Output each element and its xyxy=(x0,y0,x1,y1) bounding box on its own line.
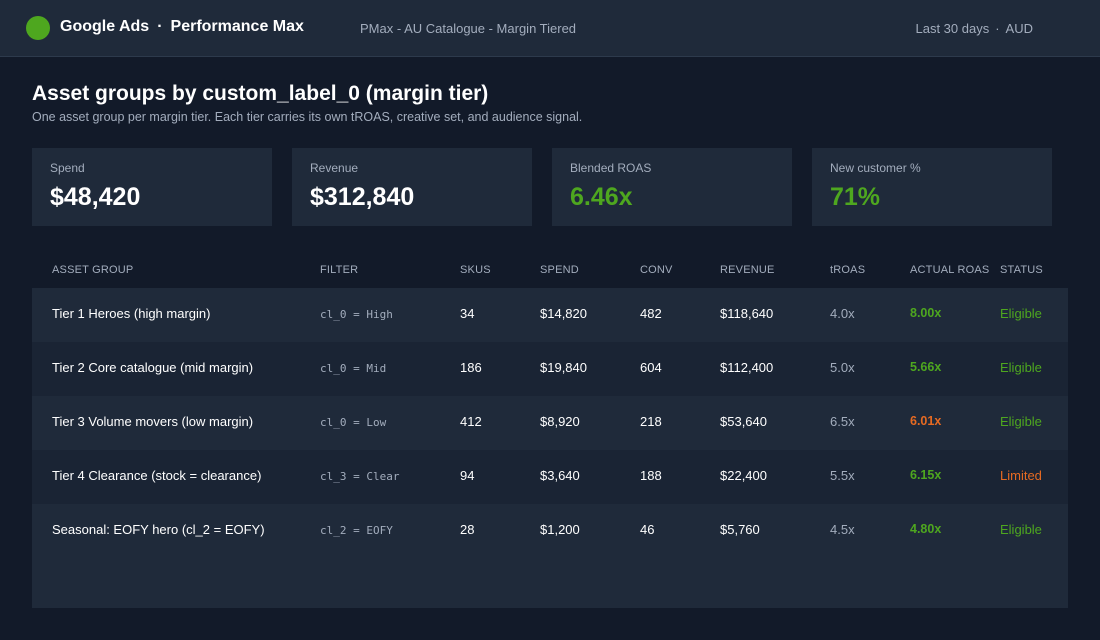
revenue-value: $118,640 xyxy=(720,306,774,321)
brand-separator: · xyxy=(157,18,163,35)
kpi-value: 71% xyxy=(830,183,881,211)
actual-roas-value: 4.80x xyxy=(910,522,942,536)
troas-value: 4.5x xyxy=(830,522,855,537)
revenue-value: $22,400 xyxy=(720,468,767,483)
skus-value: 412 xyxy=(460,414,482,429)
date-range-label: Last 30 days xyxy=(915,21,990,36)
page-subtitle: One asset group per margin tier. Each ti… xyxy=(32,110,583,124)
google-ads-logo-icon xyxy=(26,16,50,40)
conv-value: 218 xyxy=(640,414,662,429)
kpi-card-blended-roas: Blended ROAS 6.46x xyxy=(552,148,792,226)
campaign-name[interactable]: PMax - AU Catalogue - Margin Tiered xyxy=(360,21,577,36)
conv-value: 188 xyxy=(640,468,662,483)
spend-value: $19,840 xyxy=(540,360,587,375)
table-row[interactable]: Tier 3 Volume movers (low margin) cl_0 =… xyxy=(32,396,1068,450)
app-brand[interactable]: Google Ads · Performance Max xyxy=(60,18,304,36)
kpi-card-spend: Spend $48,420 xyxy=(32,148,272,226)
kpi-label: Spend xyxy=(50,161,85,175)
skus-value: 186 xyxy=(460,360,482,375)
status-badge: Eligible xyxy=(1000,414,1042,429)
skus-value: 34 xyxy=(460,306,475,321)
asset-group-name[interactable]: Tier 4 Clearance (stock = clearance) xyxy=(52,468,262,483)
column-header-actual-roas[interactable]: ACTUAL ROAS xyxy=(910,264,990,276)
listing-filter: cl_2 = EOFY xyxy=(320,524,393,537)
status-badge: Eligible xyxy=(1000,360,1042,375)
table-row[interactable]: Tier 2 Core catalogue (mid margin) cl_0 … xyxy=(32,342,1068,396)
product-name: Performance Max xyxy=(170,18,304,35)
asset-group-name[interactable]: Tier 3 Volume movers (low margin) xyxy=(52,414,254,429)
conv-value: 482 xyxy=(640,306,662,321)
spend-value: $1,200 xyxy=(540,522,580,537)
asset-group-name[interactable]: Seasonal: EOFY hero (cl_2 = EOFY) xyxy=(52,522,265,537)
table-row[interactable]: Tier 1 Heroes (high margin) cl_0 = High … xyxy=(32,288,1068,342)
actual-roas-value: 6.01x xyxy=(910,414,942,428)
column-header-spend[interactable]: SPEND xyxy=(540,264,579,276)
column-header-filter[interactable]: FILTER xyxy=(320,264,359,276)
asset-group-table-header: ASSET GROUP FILTER SKUS SPEND CONV REVEN… xyxy=(32,250,1068,288)
asset-group-name[interactable]: Tier 1 Heroes (high margin) xyxy=(52,306,211,321)
troas-value: 6.5x xyxy=(830,414,855,429)
kpi-value: 6.46x xyxy=(570,183,633,211)
spend-value: $14,820 xyxy=(540,306,587,321)
column-header-revenue[interactable]: REVENUE xyxy=(720,264,775,276)
kpi-label: Blended ROAS xyxy=(570,161,652,175)
revenue-value: $53,640 xyxy=(720,414,767,429)
table-row[interactable]: Seasonal: EOFY hero (cl_2 = EOFY) cl_2 =… xyxy=(32,504,1068,558)
conv-value: 604 xyxy=(640,360,662,375)
revenue-value: $5,760 xyxy=(720,522,760,537)
listing-filter: cl_0 = Low xyxy=(320,416,387,429)
date-range-selector[interactable]: Last 30 days · AUD xyxy=(915,21,1033,36)
kpi-value: $312,840 xyxy=(310,183,415,211)
kpi-label: New customer % xyxy=(830,161,921,175)
skus-value: 94 xyxy=(460,468,475,483)
revenue-value: $112,400 xyxy=(720,360,774,375)
status-badge: Eligible xyxy=(1000,522,1042,537)
column-header-status[interactable]: STATUS xyxy=(1000,264,1043,276)
column-header-asset-group[interactable]: ASSET GROUP xyxy=(52,264,134,276)
spend-value: $3,640 xyxy=(540,468,580,483)
listing-filter: cl_0 = High xyxy=(320,308,393,321)
range-separator: · xyxy=(995,21,1000,36)
column-header-troas[interactable]: tROAS xyxy=(830,264,866,276)
actual-roas-value: 5.66x xyxy=(910,360,942,374)
column-header-conv[interactable]: CONV xyxy=(640,264,673,276)
conv-value: 46 xyxy=(640,522,655,537)
actual-roas-value: 6.15x xyxy=(910,468,942,482)
kpi-label: Revenue xyxy=(310,161,359,175)
listing-filter: cl_3 = Clear xyxy=(320,470,400,483)
spend-value: $8,920 xyxy=(540,414,580,429)
troas-value: 5.0x xyxy=(830,360,855,375)
table-row[interactable]: Tier 4 Clearance (stock = clearance) cl_… xyxy=(32,450,1068,504)
page-title: Asset groups by custom_label_0 (margin t… xyxy=(32,82,489,105)
skus-value: 28 xyxy=(460,522,475,537)
kpi-card-new-customer: New customer % 71% xyxy=(812,148,1052,226)
asset-group-name[interactable]: Tier 2 Core catalogue (mid margin) xyxy=(52,360,254,375)
app-name: Google Ads xyxy=(60,18,150,35)
kpi-card-revenue: Revenue $312,840 xyxy=(292,148,532,226)
status-badge: Eligible xyxy=(1000,306,1042,321)
kpi-value: $48,420 xyxy=(50,183,141,211)
actual-roas-value: 8.00x xyxy=(910,306,942,320)
troas-value: 4.0x xyxy=(830,306,855,321)
troas-value: 5.5x xyxy=(830,468,855,483)
currency-label: AUD xyxy=(1005,21,1033,36)
asset-group-table-body: Tier 1 Heroes (high margin) cl_0 = High … xyxy=(32,288,1068,608)
top-bar: Google Ads · Performance Max PMax - AU Cat… xyxy=(0,0,1100,57)
column-header-skus[interactable]: SKUS xyxy=(460,264,491,276)
status-badge: Limited xyxy=(1000,468,1042,483)
listing-filter: cl_0 = Mid xyxy=(320,362,387,375)
